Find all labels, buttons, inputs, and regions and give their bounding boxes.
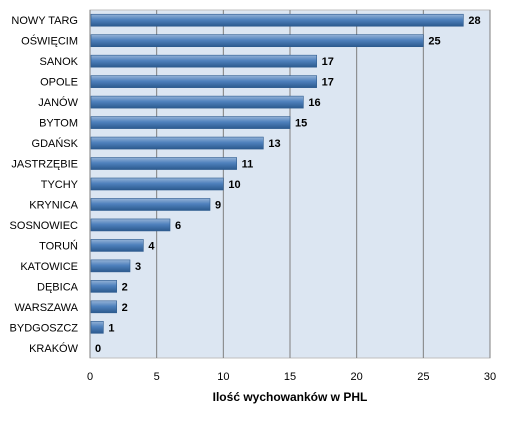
category-label: NOWY TARG bbox=[11, 15, 78, 27]
bar bbox=[90, 300, 117, 314]
category-label: WARSZAWA bbox=[14, 302, 78, 314]
value-label: 10 bbox=[228, 179, 240, 191]
category-label: SANOK bbox=[39, 56, 78, 68]
category-label: OŚWIĘCIM bbox=[21, 35, 78, 48]
category-label: TYCHY bbox=[41, 179, 79, 191]
category-label: KRYNICA bbox=[29, 199, 78, 211]
x-tick-label: 0 bbox=[87, 371, 93, 383]
value-label: 13 bbox=[268, 138, 280, 150]
bar bbox=[90, 34, 424, 48]
x-tick-label: 25 bbox=[417, 371, 429, 383]
value-label: 1 bbox=[108, 322, 114, 334]
bar bbox=[90, 198, 211, 211]
category-label: OPOLE bbox=[40, 77, 78, 89]
x-tick-label: 10 bbox=[217, 371, 229, 383]
bar bbox=[90, 75, 317, 88]
category-label: SOSNOWIEC bbox=[10, 220, 79, 232]
bar bbox=[90, 116, 291, 129]
category-label: BYTOM bbox=[39, 118, 78, 130]
x-tick-label: 20 bbox=[351, 371, 363, 383]
x-tick-label: 15 bbox=[284, 371, 296, 383]
value-label: 2 bbox=[122, 281, 128, 293]
value-label: 6 bbox=[175, 220, 181, 232]
gridlines bbox=[89, 10, 491, 358]
value-label: 17 bbox=[322, 77, 334, 89]
value-label: 11 bbox=[242, 159, 254, 171]
bar bbox=[90, 239, 144, 252]
bar bbox=[90, 157, 237, 170]
x-axis-title: Ilość wychowanków w PHL bbox=[213, 390, 368, 404]
value-label: 17 bbox=[322, 56, 334, 68]
x-tick-label: 30 bbox=[484, 371, 496, 383]
value-label: 4 bbox=[148, 240, 155, 252]
bar bbox=[90, 218, 171, 232]
bar bbox=[90, 259, 131, 273]
bars bbox=[90, 13, 464, 334]
value-label: 2 bbox=[122, 302, 128, 314]
bar bbox=[90, 95, 304, 109]
bar bbox=[90, 280, 117, 293]
category-label: JASTRZĘBIE bbox=[11, 159, 78, 171]
value-label: 25 bbox=[428, 36, 440, 48]
value-label: 16 bbox=[308, 97, 320, 109]
category-label: TORUŃ bbox=[39, 239, 78, 252]
value-label: 9 bbox=[215, 199, 221, 211]
bar bbox=[90, 13, 464, 27]
value-label: 28 bbox=[468, 15, 480, 27]
bar bbox=[90, 136, 264, 150]
value-label: 0 bbox=[95, 343, 101, 355]
bar bbox=[90, 54, 317, 68]
bar bbox=[90, 177, 224, 191]
category-label: JANÓW bbox=[38, 96, 78, 109]
category-label: KRAKÓW bbox=[29, 342, 79, 355]
x-tick-label: 5 bbox=[154, 371, 160, 383]
bar bbox=[90, 320, 104, 334]
category-label: KATOWICE bbox=[20, 261, 78, 273]
value-label: 15 bbox=[295, 118, 307, 130]
value-label: 3 bbox=[135, 261, 141, 273]
category-label: DĘBICA bbox=[37, 281, 79, 293]
category-label: BYDGOSZCZ bbox=[10, 322, 79, 334]
category-label: GDAŃSK bbox=[32, 137, 79, 150]
